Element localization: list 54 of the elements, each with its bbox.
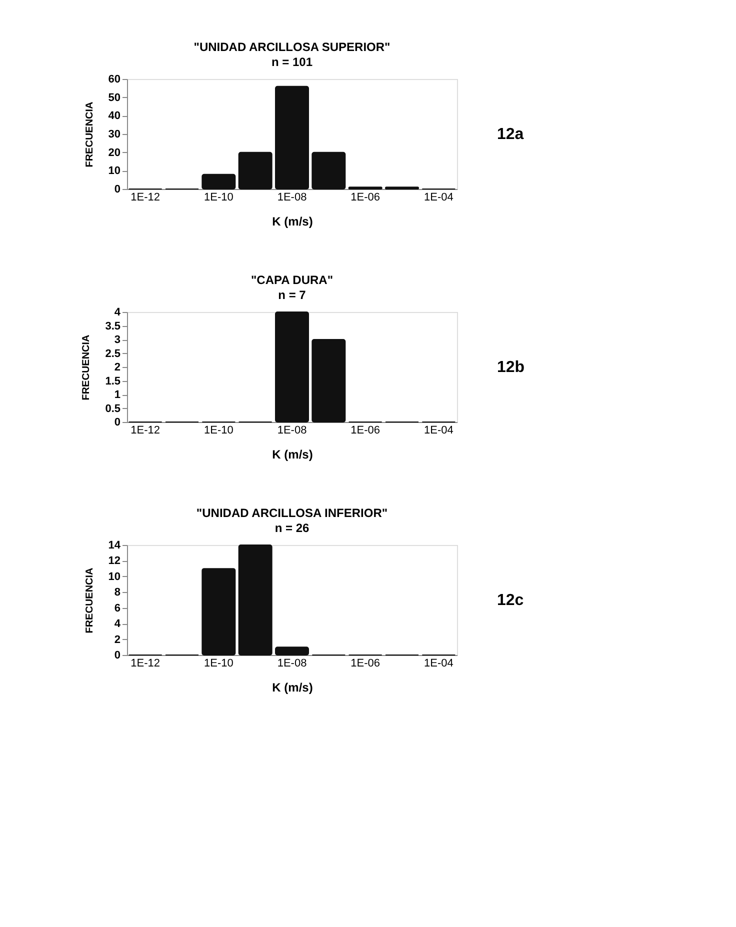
y-tick-label: 4 (114, 618, 122, 630)
x-tick-label: 1E-04 (424, 192, 454, 204)
y-tick-label: 6 (114, 602, 120, 614)
x-axis-title: K (m/s) (272, 214, 313, 228)
text: 12a (497, 126, 524, 143)
y-tick-label: 1.5 (105, 375, 120, 388)
text: 12c (497, 592, 524, 609)
y-tick-label: 2 (114, 362, 120, 374)
x-tick-label: 1E-08 (277, 192, 307, 204)
chart-title: "UNIDAD ARCILLOSA INFERIOR" (196, 506, 388, 520)
y-tick-label: 10 (108, 570, 120, 583)
x-tick-label: 1E-06 (350, 192, 380, 204)
chart-subtitle: n = 26 (274, 521, 310, 535)
y-tick-label: 10 (108, 165, 120, 178)
y-axis-title: FRECUENCIA (84, 568, 96, 634)
y-axis-title: FRECUENCIA (81, 334, 92, 400)
chart-title: "CAPA DURA" (250, 273, 334, 287)
x-tick-label: 1E-06 (350, 424, 380, 436)
y-tick-label: 50 (108, 92, 120, 104)
y-tick-label: 2.5 (105, 348, 120, 360)
chart-subtitle: n = 101 (271, 55, 313, 69)
y-tick-label: 0 (114, 416, 120, 428)
x-axis-title: K (m/s) (272, 448, 313, 462)
y-tick-label: 2 (114, 634, 120, 646)
x-tick-label: 1E-04 (424, 424, 454, 436)
y-tick-label: 12 (108, 555, 120, 568)
y-tick-label: 30 (108, 128, 120, 140)
y-tick-label: 40 (108, 110, 120, 122)
x-tick-label: 1E-06 (350, 658, 380, 670)
y-axis-title: FRECUENCIA (84, 102, 96, 168)
x-tick-label: 1E-08 (277, 424, 307, 436)
x-tick-label: 1E-08 (277, 658, 307, 670)
chart-title: "UNIDAD ARCILLOSA SUPERIOR" (194, 40, 390, 54)
y-tick-label: 8 (114, 586, 120, 599)
x-tick-label: 1E-10 (204, 424, 234, 436)
y-tick-label: 20 (108, 146, 120, 159)
y-tick-label: 14 (108, 540, 122, 552)
chart-subtitle: n = 7 (278, 288, 306, 302)
text: 12b (497, 359, 525, 376)
y-tick-label: 0 (114, 184, 120, 196)
y-tick-label: 0.5 (105, 402, 120, 415)
y-tick-label: 60 (108, 74, 120, 86)
x-tick-label: 1E-10 (204, 658, 234, 670)
x-tick-label: 1E-12 (130, 192, 160, 204)
x-tick-label: 1E-10 (204, 192, 234, 204)
x-axis-title: K (m/s) (272, 680, 313, 694)
y-tick-label: 4 (114, 306, 122, 318)
y-tick-label: 3 (114, 334, 120, 346)
x-tick-label: 1E-12 (130, 658, 160, 670)
x-tick-label: 1E-04 (424, 658, 454, 670)
y-tick-label: 1 (114, 389, 120, 401)
y-tick-label: 3.5 (105, 320, 120, 332)
y-tick-label: 0 (114, 650, 120, 662)
x-tick-label: 1E-12 (130, 424, 160, 436)
